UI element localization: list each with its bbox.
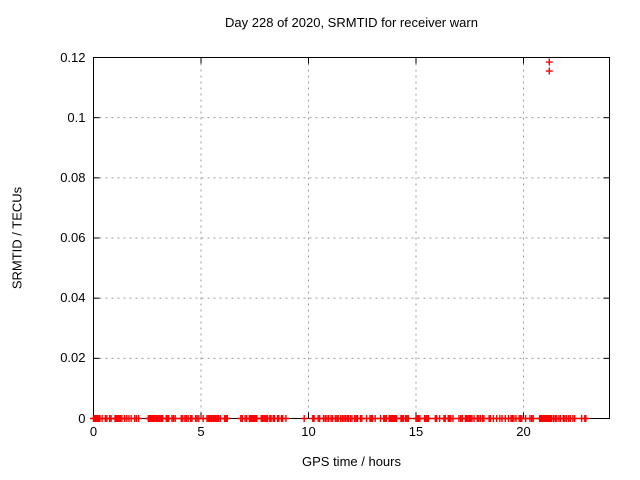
x-tick-label: 0 <box>89 424 98 439</box>
data-point-marker <box>449 415 457 422</box>
data-point-marker <box>424 415 432 422</box>
y-tick-label: 0.06 <box>60 230 86 245</box>
x-tick-label: 5 <box>197 424 205 439</box>
y-tick-label: 0.08 <box>60 169 86 185</box>
data-point-marker <box>223 415 231 422</box>
x-tick-label: 15 <box>408 424 424 439</box>
data-point-marker <box>545 67 553 75</box>
data-point-marker <box>545 58 553 66</box>
y-tick-label: 0.02 <box>60 350 86 366</box>
y-tick-label: 0.12 <box>60 49 86 65</box>
data-point-marker <box>529 415 537 422</box>
y-tick-label: 0.1 <box>67 109 86 125</box>
data-point-marker <box>404 415 412 422</box>
y-tick-label: 0.04 <box>60 290 86 306</box>
data-point-marker <box>300 415 308 422</box>
chart-title: Day 228 of 2020, SRMTID for receiver war… <box>225 15 478 30</box>
x-tick-label: 10 <box>301 424 316 439</box>
data-point-marker <box>135 415 143 422</box>
x-axis-title: GPS time / hours <box>302 454 401 469</box>
data-point-marker <box>571 415 579 422</box>
data-point-marker <box>282 415 290 422</box>
y-tick-label: 0 <box>78 410 86 426</box>
x-tick-label: 20 <box>516 424 531 439</box>
data-point-marker <box>582 415 590 422</box>
data-point-marker <box>171 415 179 422</box>
